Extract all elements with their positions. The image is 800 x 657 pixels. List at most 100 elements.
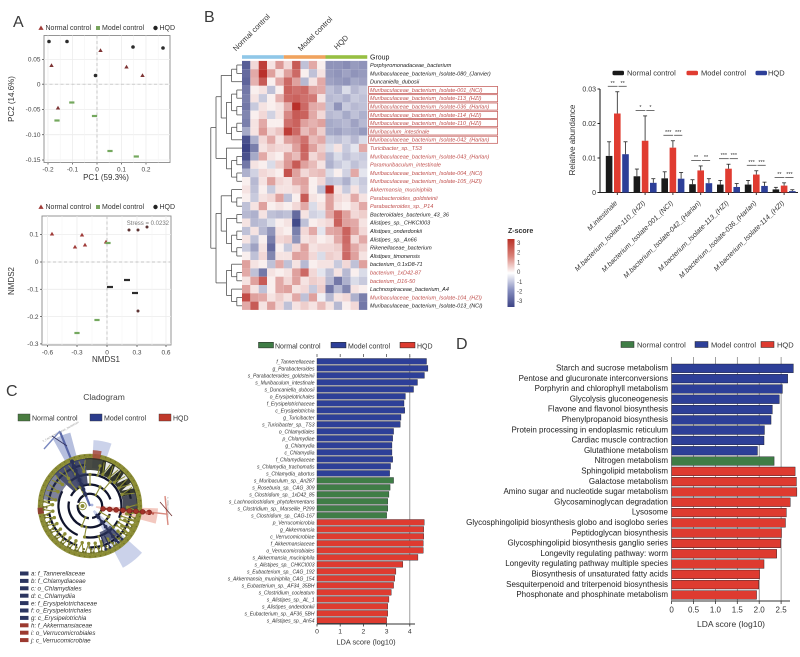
svg-text:HQD: HQD — [768, 69, 785, 78]
svg-text:Model control: Model control — [102, 204, 144, 211]
svg-text:Paramuribaculum_intestinale: Paramuribaculum_intestinale — [370, 163, 441, 169]
svg-text:0: 0 — [592, 190, 596, 197]
svg-text:Sesquiterpenoid and triterpeno: Sesquiterpenoid and triterpenoid biosynt… — [506, 580, 668, 589]
svg-text:Normal control: Normal control — [231, 12, 272, 53]
svg-text:Nitrogen metabolism: Nitrogen metabolism — [595, 456, 669, 465]
svg-text:-0.1: -0.1 — [27, 287, 39, 294]
svg-text:3: 3 — [517, 241, 521, 247]
svg-text:Akkermansia_muciniphila: Akkermansia_muciniphila — [369, 187, 432, 193]
svg-text:Z-score: Z-score — [508, 228, 533, 235]
svg-text:-0.6: -0.6 — [42, 350, 54, 357]
svg-text:0.02: 0.02 — [582, 121, 596, 128]
svg-text:d: c_Chlamydiia: d: c_Chlamydiia — [31, 593, 76, 600]
svg-text:s_Eubacterium_sp._CAG_192: s_Eubacterium_sp._CAG_192 — [247, 569, 315, 575]
svg-text:Alistipes_timonensis: Alistipes_timonensis — [369, 254, 420, 260]
svg-text:0.05: 0.05 — [28, 57, 41, 64]
svg-text:f_Tannerellaceae: f_Tannerellaceae — [276, 359, 314, 365]
svg-text:bacterium_D16-50: bacterium_D16-50 — [370, 279, 416, 285]
svg-text:-3: -3 — [517, 299, 523, 305]
svg-text:***: *** — [731, 153, 738, 159]
svg-text:s_Clostridium_sp._1xD42_85: s_Clostridium_sp._1xD42_85 — [249, 492, 315, 498]
svg-text:Muribaculaceae_bacterium_Isola: Muribaculaceae_bacterium_Isolate-113_(HZ… — [370, 96, 482, 102]
svg-text:B: B — [204, 9, 215, 26]
svg-text:HQD: HQD — [777, 341, 794, 350]
svg-text:Model control: Model control — [348, 344, 390, 351]
svg-text:Muribaculaceae_bacterium_Isola: Muribaculaceae_bacterium_Isolate-004_(NC… — [370, 171, 483, 177]
svg-text:Muribaculaceae_bacterium_Isola: Muribaculaceae_bacterium_Isolate-001_(NC… — [370, 88, 483, 94]
svg-text:0: 0 — [669, 606, 674, 615]
svg-text:Relative abundance: Relative abundance — [568, 104, 577, 175]
svg-text:Muribaculaceae_bacterium_Isola: Muribaculaceae_bacterium_Isolate-036_(Ha… — [370, 104, 489, 110]
svg-text:***: *** — [721, 153, 728, 159]
svg-text:Normal control: Normal control — [46, 25, 92, 32]
svg-text:***: *** — [675, 130, 682, 136]
svg-text:HQD: HQD — [332, 33, 351, 52]
svg-text:Biosynthesis of unsaturated fa: Biosynthesis of unsaturated fatty acids — [531, 570, 668, 579]
svg-text:**: ** — [704, 155, 709, 161]
svg-text:*: * — [639, 105, 642, 111]
svg-text:Galactose metabolism: Galactose metabolism — [589, 477, 668, 486]
svg-text:f_Akkermansiaceae: f_Akkermansiaceae — [271, 541, 315, 547]
svg-text:Longevity regulating pathway:: Longevity regulating pathway: worm — [540, 549, 668, 558]
svg-text:1: 1 — [338, 629, 342, 636]
svg-text:Parabacteroides_goldsteinii: Parabacteroides_goldsteinii — [370, 196, 438, 202]
svg-text:Muribaculaceae_bacterium_Isola: Muribaculaceae_bacterium_Isolate-013_(NC… — [370, 304, 483, 310]
svg-text:s_Chlamydia_trachomatis: s_Chlamydia_trachomatis — [257, 464, 315, 470]
svg-text:2: 2 — [517, 251, 521, 257]
svg-text:Muribaculaceae_bacterium_Isola: Muribaculaceae_bacterium_Isolate-114_(HZ… — [370, 113, 482, 119]
svg-text:HQD: HQD — [417, 344, 433, 351]
svg-text:Protein processing in endoplas: Protein processing in endoplasmic reticu… — [511, 425, 668, 434]
svg-text:Cardiac muscle contraction: Cardiac muscle contraction — [572, 436, 668, 445]
svg-text:Rikenellaceae_bacterium: Rikenellaceae_bacterium — [370, 246, 432, 252]
svg-text:o_Erysipelotrichales: o_Erysipelotrichales — [270, 394, 315, 400]
svg-text:**: ** — [620, 81, 625, 87]
svg-text:s_Alistipes_onderdonkii: s_Alistipes_onderdonkii — [262, 604, 315, 610]
svg-text:Alistipes_sp._An66: Alistipes_sp._An66 — [369, 237, 418, 243]
svg-text:s_Parabacteroides_goldsteinii: s_Parabacteroides_goldsteinii — [248, 373, 316, 379]
svg-text:Lachnospiraceae_bacterium_A4: Lachnospiraceae_bacterium_A4 — [370, 287, 449, 293]
svg-text:-0.10: -0.10 — [26, 132, 41, 139]
svg-text:***: *** — [758, 160, 765, 166]
svg-text:j: c_Verrucomicrobiae: j: c_Verrucomicrobiae — [30, 637, 91, 644]
svg-text:Muribaculaceae_bacterium_Isola: Muribaculaceae_bacterium_Isolate-042_(Ha… — [370, 138, 489, 144]
svg-text:Model control: Model control — [711, 341, 756, 350]
svg-text:s_Turicibacter_sp._TS3: s_Turicibacter_sp._TS3 — [262, 422, 315, 428]
svg-text:D: D — [456, 336, 468, 353]
svg-text:0.6: 0.6 — [161, 350, 170, 357]
svg-text:2.0: 2.0 — [754, 606, 766, 615]
svg-text:p_Verrucomicrobia: p_Verrucomicrobia — [272, 520, 315, 526]
svg-text:HQD: HQD — [160, 204, 176, 211]
svg-text:2.5: 2.5 — [776, 606, 788, 615]
svg-text:Porphyrin and chlorophyll meta: Porphyrin and chlorophyll metabolism — [535, 384, 669, 393]
svg-text:Normal control: Normal control — [275, 344, 321, 351]
svg-text:s_Eubacterium_sp._AF34_35BH: s_Eubacterium_sp._AF34_35BH — [242, 583, 315, 589]
svg-text:s_Muribaculum_sp._An287: s_Muribaculum_sp._An287 — [254, 478, 315, 484]
svg-text:g_Turicibacter: g_Turicibacter — [283, 415, 315, 421]
svg-text:0.01: 0.01 — [582, 155, 596, 162]
svg-text:Phenylpropanoid biosynthesis: Phenylpropanoid biosynthesis — [562, 415, 668, 424]
svg-text:Phosphonate and phosphinate me: Phosphonate and phosphinate metabolism — [516, 590, 668, 599]
svg-text:-0.3: -0.3 — [71, 350, 83, 357]
svg-text:c: o_Chlamydiales: c: o_Chlamydiales — [31, 586, 82, 593]
svg-text:-0.15: -0.15 — [26, 157, 41, 164]
svg-text:Amino sugar and nucleotide sug: Amino sugar and nucleotide sugar metabol… — [503, 487, 668, 496]
svg-text:Normal control: Normal control — [32, 416, 78, 423]
svg-text:Flavone and flavonol biosynthe: Flavone and flavonol biosynthesis — [548, 405, 668, 414]
svg-text:g: c_Erysipelotrichia: g: c_Erysipelotrichia — [31, 615, 87, 622]
svg-text:Pentose and glucuronate interc: Pentose and glucuronate interconversions — [519, 374, 668, 383]
svg-text:bacterium_1xD42-87: bacterium_1xD42-87 — [370, 270, 422, 276]
svg-text:Glycosphingolipid biosynthesis: Glycosphingolipid biosynthesis ganglio s… — [507, 539, 668, 548]
svg-text:Model control: Model control — [102, 25, 144, 32]
svg-text:Stress = 0.0232: Stress = 0.0232 — [127, 221, 170, 227]
svg-text:Normal control: Normal control — [46, 204, 92, 211]
svg-text:0.3: 0.3 — [132, 350, 141, 357]
svg-text:*: * — [649, 105, 652, 111]
svg-text:Porphyromonadaceae_bacterium: Porphyromonadaceae_bacterium — [370, 63, 452, 69]
svg-text:**: ** — [610, 81, 615, 87]
svg-text:0: 0 — [95, 167, 99, 174]
svg-text:1.5: 1.5 — [732, 606, 744, 615]
svg-text:PC1 (59.3%): PC1 (59.3%) — [83, 173, 129, 182]
svg-text:Peptidoglycan biosynthesis: Peptidoglycan biosynthesis — [571, 528, 668, 537]
svg-text:Group: Group — [370, 55, 390, 62]
svg-text:s_Alistipes_sp._CHKCI003: s_Alistipes_sp._CHKCI003 — [254, 562, 314, 568]
